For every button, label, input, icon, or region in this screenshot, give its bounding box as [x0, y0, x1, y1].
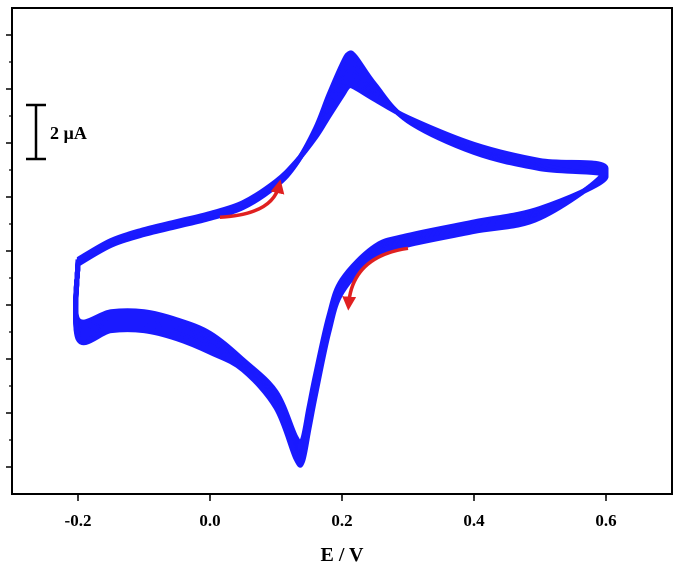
cv-cycle-line — [73, 50, 609, 446]
cv-cycle-line — [73, 68, 609, 458]
x-axis-title: E / V — [321, 544, 365, 566]
cv-cycle-line — [73, 71, 609, 460]
cv-cycle-line — [73, 62, 609, 454]
cv-cycle-line — [73, 80, 609, 466]
cv-cycle-line — [73, 65, 609, 456]
cv-series-layer — [73, 50, 609, 468]
x-tick-label: 0.2 — [331, 511, 352, 530]
cv-cycle-line — [73, 83, 609, 468]
current-scale-bar: 2 µA — [26, 103, 87, 161]
y-axis — [6, 34, 12, 468]
cathodic-scan-arrow — [342, 246, 409, 311]
x-tick-label: 0.0 — [199, 511, 220, 530]
anodic-scan-arrow — [219, 179, 285, 219]
x-tick-label: 0.6 — [595, 511, 616, 530]
cv-cycle-line — [73, 56, 609, 450]
x-tick-label: 0.4 — [463, 511, 485, 530]
x-axis: -0.2 0.0 0.2 0.4 0.6 — [65, 494, 617, 530]
cv-cycle-line — [73, 74, 609, 462]
cv-cycle-line — [73, 59, 609, 452]
scale-bar-label: 2 µA — [50, 123, 87, 143]
x-tick-label: -0.2 — [65, 511, 92, 530]
cv-cycle-line — [73, 53, 609, 448]
cv-cycle-line — [73, 77, 609, 464]
scan-direction-arrows — [219, 179, 409, 311]
